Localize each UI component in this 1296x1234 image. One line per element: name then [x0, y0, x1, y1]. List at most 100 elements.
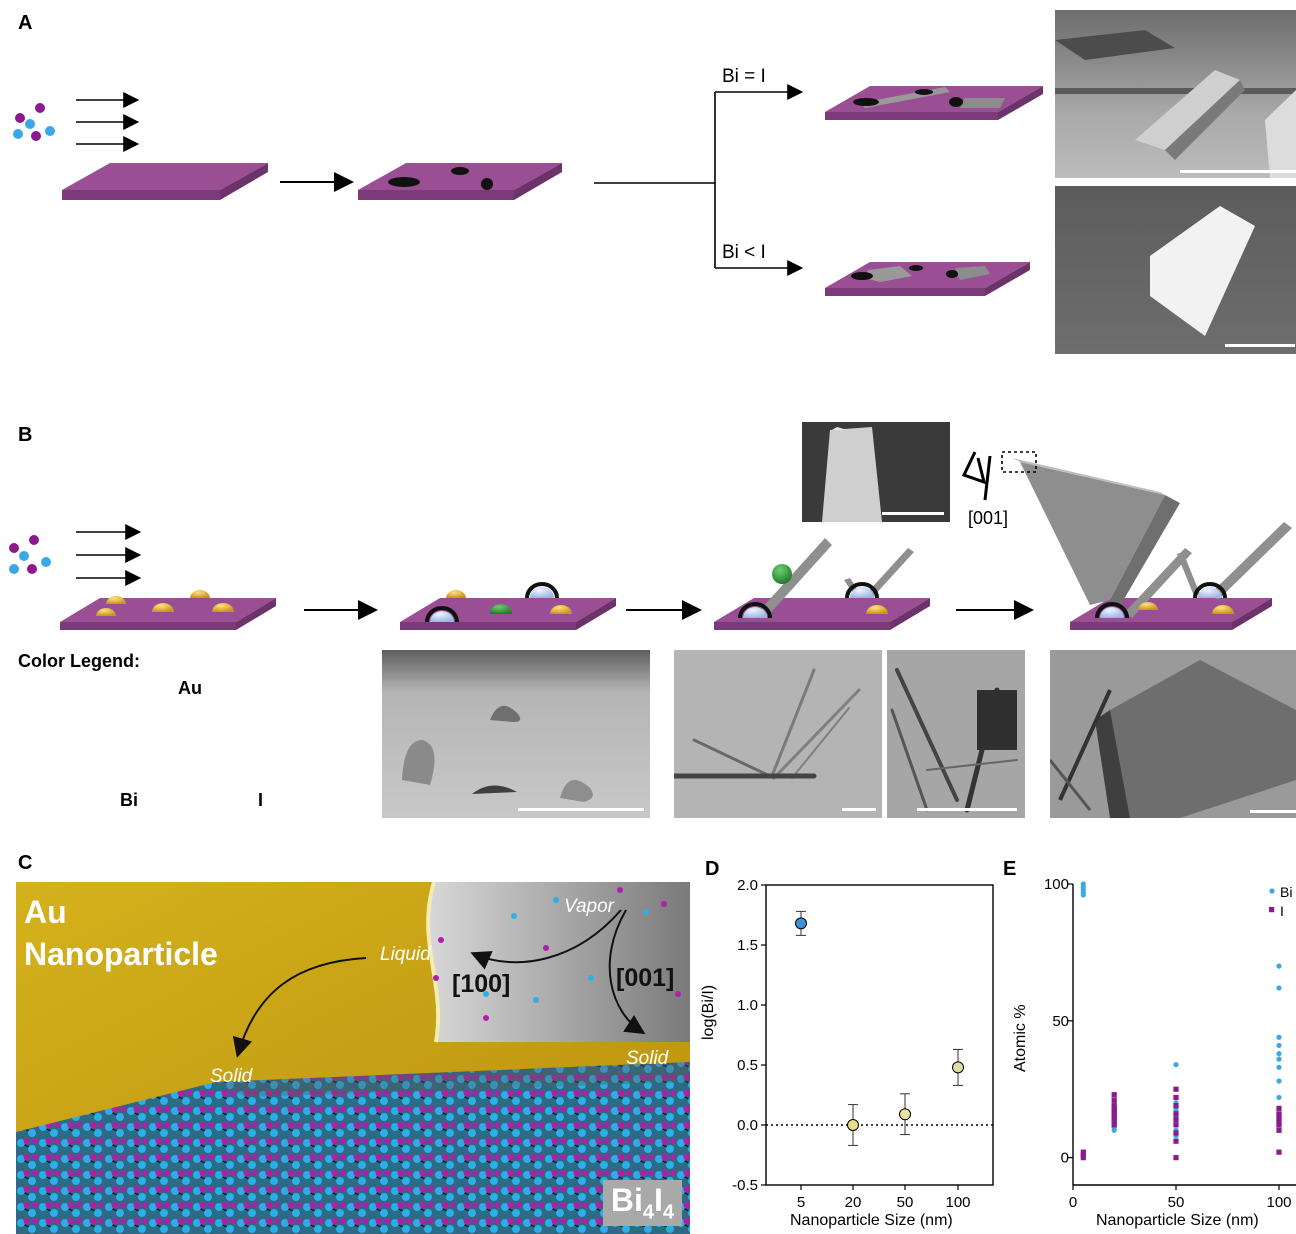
chart-e-point-i	[1173, 1155, 1179, 1161]
sem-image-droplets	[382, 650, 650, 818]
chart-e-point-i	[1111, 1108, 1117, 1114]
panel-label-d: D	[705, 858, 720, 880]
chart-e-xtick-label: 100	[1266, 1194, 1291, 1211]
chart-e-point-i	[1111, 1097, 1117, 1103]
color-legend-title: Color Legend:	[18, 651, 140, 671]
chart-e-point-i	[1173, 1116, 1179, 1122]
au-title-line1: Au	[24, 894, 67, 930]
chart-e-point-i	[1111, 1103, 1117, 1109]
sem-image-platelet	[1055, 186, 1296, 354]
chart-d-ytick-label: 0.0	[737, 1117, 758, 1134]
chart-d-ytick-label: 1.5	[737, 937, 758, 954]
branch-label-equal: Bi = I	[722, 66, 766, 87]
legend-bi-label: Bi	[120, 790, 138, 810]
vapor-atoms-a	[13, 103, 55, 141]
chart-e-point-bi	[1173, 1062, 1179, 1068]
chart-d-xlabel: Nanoparticle Size (nm)	[790, 1212, 953, 1229]
chart-e-ylabel: Atomic %	[1012, 1004, 1029, 1072]
substrate-a4	[825, 262, 1030, 296]
chart-d-xtick-label: 20	[845, 1194, 862, 1211]
chart-e-point-bi	[1276, 1094, 1282, 1101]
chart-e-point-i	[1276, 1119, 1282, 1125]
chart-e-point-bi	[1276, 1078, 1282, 1084]
substrate-a3	[825, 86, 1043, 120]
chart-e-point-i	[1173, 1122, 1179, 1128]
chart-e-xlabel: Nanoparticle Size (nm)	[1096, 1212, 1259, 1229]
chart-e-point-i	[1173, 1103, 1179, 1109]
substrate-b1	[60, 590, 276, 630]
legend-e-i: I	[1280, 903, 1284, 919]
substrate-b2	[400, 582, 616, 630]
branch-label-less: Bi < I	[722, 242, 766, 263]
chart-e-point-bi	[1276, 1034, 1282, 1040]
panel-c-illustration: Au Nanoparticle Vapor Liquid [100] [001]…	[16, 882, 690, 1234]
chart-d-ytick-label: 2.0	[737, 877, 758, 894]
au-title-line2: Nanoparticle	[24, 936, 218, 972]
chart-e-point-i	[1111, 1111, 1117, 1117]
chart-d-ytick-label: 0.5	[737, 1057, 758, 1074]
sem-image-nanoplate	[1050, 650, 1296, 818]
solid-label-left: Solid	[210, 1066, 253, 1087]
chart-e-point-i	[1080, 1155, 1086, 1161]
chart-d-point	[899, 1108, 911, 1121]
chart-d-xtick-label: 5	[797, 1194, 805, 1211]
chart-e-point-bi	[1080, 881, 1086, 887]
lattice-render	[16, 882, 690, 1234]
chart-d-point	[795, 917, 807, 930]
substrate-b4	[1001, 451, 1292, 630]
substrate-a2	[358, 163, 562, 200]
chart-e-point-i	[1173, 1094, 1179, 1101]
chart-e-point-i	[1111, 1116, 1117, 1122]
liquid-label: Liquid	[380, 944, 431, 965]
panel-label-e: E	[1003, 858, 1017, 880]
vapor-label: Vapor	[564, 896, 614, 917]
chart-e-point-i	[1173, 1086, 1179, 1092]
chart-e-xtick-label: 0	[1069, 1194, 1077, 1211]
chart-e-point-i	[1111, 1122, 1117, 1128]
chart-d-frame	[765, 884, 994, 1186]
chart-e-point-i	[1111, 1105, 1117, 1111]
sem-image-nanowires	[674, 650, 882, 818]
sem-image-tip-inset	[802, 422, 950, 522]
direction-100-label: [100]	[452, 970, 511, 998]
panel-label-a: A	[18, 12, 33, 34]
chart-d-xtick-label: 50	[897, 1194, 914, 1211]
chart-e-point-i	[1173, 1138, 1179, 1144]
legend-au-label: Au	[178, 678, 202, 698]
substrate-b3	[714, 538, 930, 630]
chart-e-point-bi	[1276, 963, 1282, 969]
panel-b-schematic	[9, 451, 1292, 630]
chart-e-point-i	[1276, 1149, 1282, 1155]
chart-e-point-bi	[1276, 1042, 1282, 1049]
compound-label: Bi4I4	[602, 1179, 682, 1226]
chart-e-point-i	[1111, 1119, 1117, 1125]
chart-e-legend-marker-i	[1269, 907, 1275, 913]
legend-e-bi: Bi	[1280, 884, 1293, 900]
chart-e-xtick-label: 50	[1168, 1194, 1185, 1211]
chart-d-point	[847, 1119, 859, 1131]
chart-e-ytick-label: 0	[1061, 1150, 1069, 1167]
vapor-atoms-b	[9, 535, 51, 574]
flux-arrows-a	[76, 92, 140, 152]
panel-label-c: C	[18, 852, 33, 874]
chart-e-point-bi	[1276, 1064, 1282, 1070]
chart-e-point-i	[1276, 1105, 1282, 1111]
legend-i-label: I	[258, 790, 264, 810]
sem-image-ribbon	[1055, 10, 1296, 178]
chart-e-point-i	[1111, 1113, 1117, 1120]
chart-e-ytick-label: 100	[1044, 876, 1069, 893]
chart-e-point-i	[1276, 1113, 1282, 1120]
substrate-a1	[62, 163, 268, 200]
direction-label-001: [001]	[968, 508, 1009, 528]
chart-d-xtick-label: 100	[945, 1194, 970, 1211]
chart-e-point-bi	[1276, 985, 1282, 991]
panel-a-schematic	[13, 84, 1043, 296]
chart-d-ytick-label: -0.5	[732, 1177, 758, 1194]
chart-e-legend-marker-bi	[1269, 888, 1275, 894]
chart-e-point-i	[1080, 1149, 1086, 1155]
chart-e-point-i	[1173, 1111, 1179, 1117]
chart-e-point-i	[1276, 1116, 1282, 1122]
chart-e-point-bi	[1276, 1051, 1282, 1057]
